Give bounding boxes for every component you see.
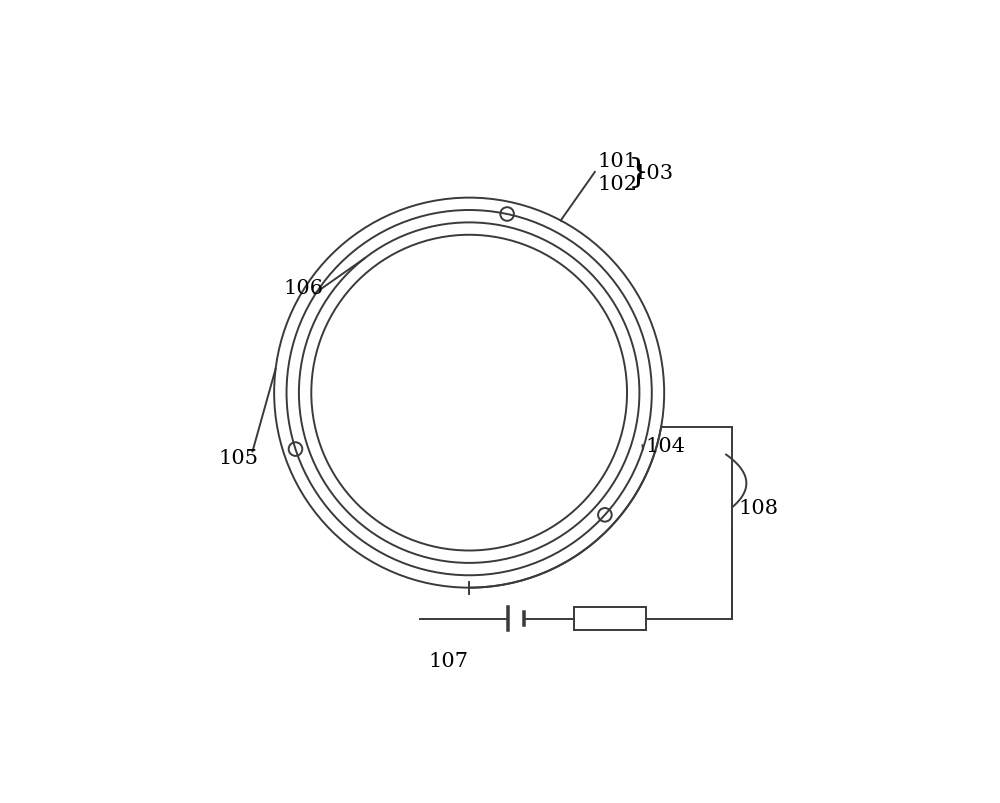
Text: 101: 101 [598, 152, 638, 171]
Text: 103: 103 [633, 164, 673, 182]
Text: 107: 107 [429, 650, 469, 670]
Text: 106: 106 [283, 279, 323, 298]
Text: 104: 104 [646, 436, 686, 455]
Text: }: } [628, 157, 649, 189]
Text: 102: 102 [598, 175, 638, 194]
Text: 108: 108 [738, 498, 778, 517]
Bar [574, 607, 646, 630]
Text: 105: 105 [218, 449, 258, 467]
